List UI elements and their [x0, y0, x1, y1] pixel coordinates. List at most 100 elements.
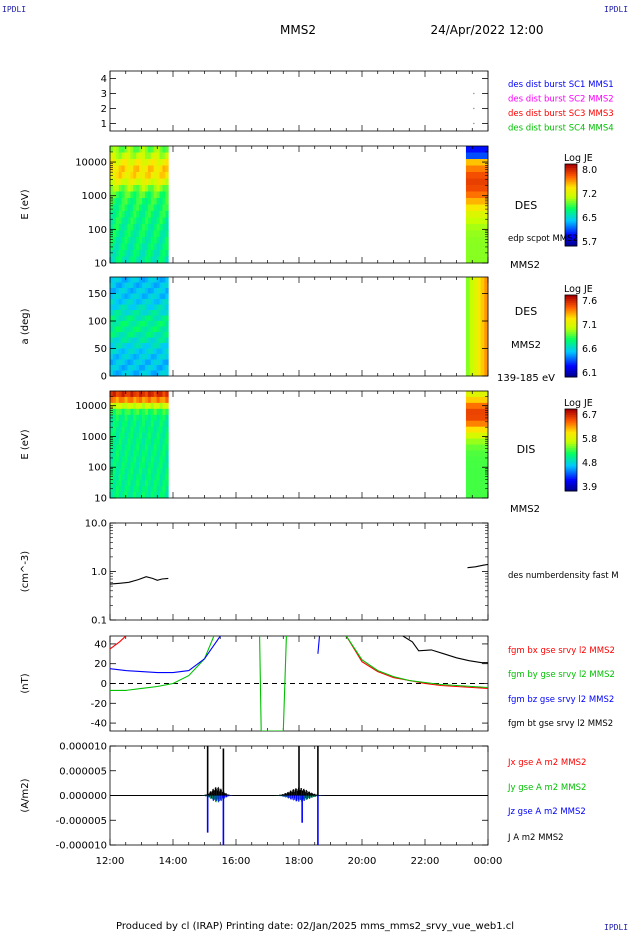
spectrogram-cell	[159, 426, 163, 434]
spectrogram-cell	[139, 243, 143, 251]
spectrogram-cell	[139, 414, 143, 422]
spectrogram-cell	[133, 198, 137, 205]
spectrogram-cell	[473, 426, 478, 434]
spectrogram-cell	[162, 326, 166, 333]
spectrogram-cell	[127, 444, 131, 451]
spectrogram-cell	[469, 237, 474, 244]
panel-right-label: DES	[515, 305, 537, 318]
spectrogram-cell	[480, 396, 485, 404]
spectrogram-cell	[150, 178, 155, 186]
spectrogram-cell	[147, 146, 152, 153]
spectrogram-cell	[121, 450, 125, 457]
spectrogram-cell	[153, 293, 158, 300]
spectrogram-cell	[127, 191, 131, 199]
spectrogram-cell	[153, 310, 158, 316]
spectrogram-cell	[136, 438, 140, 445]
spectrogram-cell	[484, 217, 489, 225]
spectrogram-cell	[136, 321, 140, 327]
spectrogram-cell	[142, 211, 146, 218]
y-axis-label: a (deg)	[20, 308, 31, 344]
spectrogram-cell	[115, 402, 120, 410]
spectrogram-cell	[136, 310, 140, 316]
spectrogram-cell	[165, 315, 169, 322]
spectrogram-cell	[121, 191, 125, 199]
spectrogram-cell	[162, 332, 166, 338]
spectrogram-cell	[484, 444, 489, 451]
spectrogram-cell	[112, 354, 117, 360]
spectrogram-cell	[484, 450, 489, 457]
spectrogram-cell	[153, 211, 158, 218]
spectrogram-cell	[480, 152, 485, 160]
spectrogram-cell	[484, 365, 489, 371]
spectrogram-cell	[124, 450, 128, 457]
spectrogram-cell	[484, 486, 489, 493]
spectrogram-cell	[465, 456, 471, 463]
spectrogram-cell	[153, 198, 158, 205]
spectrogram-cell	[147, 211, 152, 218]
spectrogram-cell	[162, 462, 166, 469]
colorbar-cell	[565, 209, 577, 212]
spectrogram-cell	[147, 250, 152, 257]
spectrogram-cell	[144, 354, 149, 360]
spectrogram-cell	[136, 408, 140, 416]
spectrogram-cell	[147, 480, 152, 487]
spectrogram-cell	[484, 474, 489, 481]
colorbar-tick-label: 7.1	[582, 320, 597, 331]
spectrogram-cell	[121, 217, 125, 225]
spectrogram-cell	[144, 408, 149, 416]
spectrogram-cell	[150, 256, 155, 264]
spectrogram-cell	[159, 456, 163, 463]
spectrogram-cell	[124, 310, 128, 316]
spectrogram-cell	[150, 198, 155, 205]
time-tick-label: 18:00	[285, 856, 314, 867]
spectrogram-cell	[156, 146, 160, 153]
spectrogram-cell	[469, 198, 474, 205]
spectrogram-cell	[121, 426, 125, 434]
spectrogram-cell	[124, 359, 128, 366]
spectrogram-cell	[124, 152, 128, 160]
spectrogram-cell	[147, 444, 152, 451]
spectrogram-cell	[133, 230, 137, 238]
spectrogram-cell	[124, 224, 128, 231]
spectrogram-cell	[162, 444, 166, 451]
spectrogram-cell	[133, 178, 137, 186]
spectrogram-cell	[469, 343, 474, 349]
spectrogram-cell	[484, 282, 489, 289]
colorbar: Log JE8.07.26.55.7	[564, 153, 597, 248]
spectrogram-cell	[480, 321, 485, 327]
colorbar-cell	[565, 425, 577, 428]
spectrogram-cell	[484, 462, 489, 469]
spectrogram-cell	[127, 396, 131, 404]
colorbar-cell	[565, 441, 577, 445]
spectrogram-cell	[130, 191, 134, 199]
spectrogram-cell	[142, 420, 146, 428]
spectrogram-cell	[484, 204, 489, 212]
spectrogram-cell	[473, 172, 478, 179]
spectrogram-cell	[144, 462, 149, 469]
series-line	[110, 636, 221, 674]
spectrogram-cell	[121, 250, 125, 257]
spectrogram-cell	[118, 402, 123, 410]
spectrogram-cell	[130, 204, 134, 212]
spectrogram-cell	[465, 492, 471, 499]
spectrogram-cell	[473, 293, 478, 300]
spectrogram-cell	[115, 332, 120, 338]
legend-entry: des dist burst SC1 MMS1	[508, 80, 614, 90]
legend-entry: fgm bz gse srvy l2 MMS2	[508, 695, 614, 705]
spectrogram-cell	[124, 492, 128, 499]
spectrogram-cell	[150, 211, 155, 218]
spectrogram-cell	[133, 408, 137, 416]
spectrogram-cell	[162, 178, 166, 186]
spectrogram-cell	[127, 277, 131, 283]
colorbar-cell	[565, 356, 577, 360]
spectrogram-cell	[118, 321, 123, 327]
spectrogram-cell	[480, 462, 485, 469]
spectrogram-cell	[159, 191, 163, 199]
spectrogram-cell	[165, 354, 169, 360]
panel-right-label: DES	[515, 199, 537, 212]
spectrogram-cell	[118, 310, 123, 316]
spectrogram-cell	[480, 391, 485, 398]
spectrogram-cell	[153, 152, 158, 160]
colorbar-cell	[565, 241, 577, 245]
spectrogram-cell	[142, 256, 146, 264]
